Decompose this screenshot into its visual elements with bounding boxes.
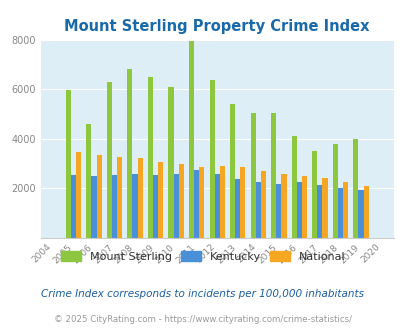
Bar <box>275 183 281 238</box>
Bar <box>337 188 342 238</box>
Bar <box>271 113 275 238</box>
Bar <box>342 182 347 238</box>
Bar <box>153 175 158 238</box>
Bar <box>168 86 173 238</box>
Bar <box>214 174 219 238</box>
Bar <box>132 174 137 238</box>
Bar <box>209 81 214 238</box>
Bar <box>96 155 101 238</box>
Bar <box>358 189 362 238</box>
Bar <box>199 167 204 238</box>
Bar <box>230 104 234 238</box>
Bar <box>86 124 91 238</box>
Bar <box>255 182 260 238</box>
Bar <box>107 82 112 238</box>
Bar <box>332 144 337 238</box>
Bar <box>76 152 81 238</box>
Bar <box>158 162 163 238</box>
Bar <box>322 178 327 238</box>
Bar <box>173 174 178 238</box>
Bar <box>301 176 306 238</box>
Bar <box>234 179 240 238</box>
Bar <box>281 174 286 238</box>
Bar <box>352 139 358 238</box>
Bar <box>291 136 296 238</box>
Text: Crime Index corresponds to incidents per 100,000 inhabitants: Crime Index corresponds to incidents per… <box>41 289 364 299</box>
Bar <box>91 176 96 238</box>
Bar <box>188 41 194 238</box>
Bar <box>240 167 245 238</box>
Text: © 2025 CityRating.com - https://www.cityrating.com/crime-statistics/: © 2025 CityRating.com - https://www.city… <box>54 315 351 324</box>
Bar <box>194 170 199 238</box>
Bar <box>117 157 122 238</box>
Bar <box>127 69 132 238</box>
Bar <box>147 77 153 238</box>
Bar <box>260 171 265 238</box>
Bar <box>296 182 301 238</box>
Bar <box>317 185 322 238</box>
Bar <box>219 166 224 238</box>
Bar <box>137 158 143 238</box>
Legend: Mount Sterling, Kentucky, National: Mount Sterling, Kentucky, National <box>56 247 349 267</box>
Bar <box>250 113 255 238</box>
Bar <box>311 151 317 238</box>
Bar <box>112 175 117 238</box>
Title: Mount Sterling Property Crime Index: Mount Sterling Property Crime Index <box>64 19 369 34</box>
Bar <box>71 175 76 238</box>
Bar <box>178 164 183 238</box>
Bar <box>362 185 368 238</box>
Bar <box>66 90 71 238</box>
